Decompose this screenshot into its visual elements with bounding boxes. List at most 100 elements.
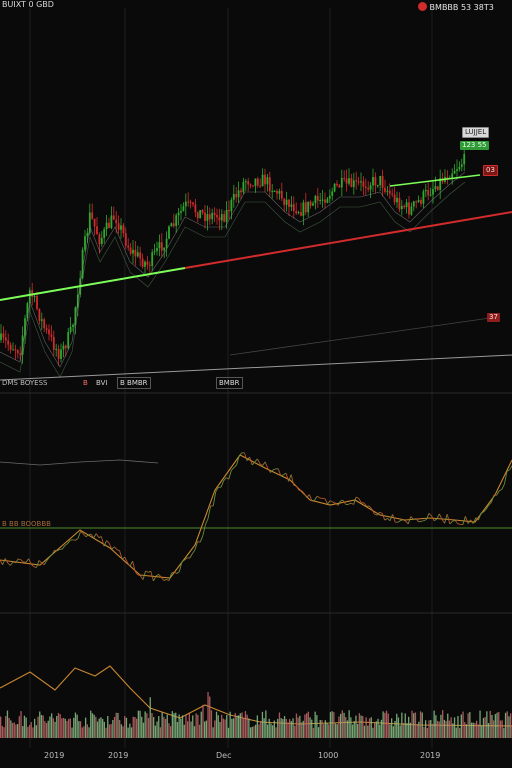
volume-bar bbox=[248, 718, 250, 738]
volume-bar bbox=[119, 720, 121, 738]
candle-body bbox=[16, 350, 19, 354]
candle-body bbox=[132, 249, 134, 254]
indicator-badge-a[interactable]: B bbox=[83, 379, 88, 387]
oscillator-tick bbox=[387, 518, 391, 522]
oscillator-tick bbox=[355, 496, 360, 499]
oscillator-tick bbox=[467, 519, 471, 524]
volume-bar bbox=[51, 713, 53, 738]
volume-bar bbox=[340, 713, 342, 738]
oscillator-tick bbox=[64, 543, 68, 546]
candle-body bbox=[328, 195, 331, 199]
candle-body bbox=[81, 249, 84, 279]
candle-body bbox=[69, 327, 72, 333]
volume-bar bbox=[372, 727, 374, 738]
volume-bar bbox=[486, 711, 488, 738]
volume-bar bbox=[453, 717, 456, 738]
volume-bar bbox=[300, 722, 303, 738]
candle-body bbox=[386, 190, 389, 192]
price-tag-mid-red: 37 bbox=[487, 313, 500, 322]
volume-bar bbox=[49, 716, 51, 738]
oscillator-tick bbox=[238, 452, 243, 457]
oscillator-tick bbox=[88, 533, 92, 536]
volume-bar bbox=[32, 727, 34, 738]
volume-bar bbox=[144, 711, 146, 738]
volume-bar bbox=[176, 722, 179, 738]
volume-bar bbox=[348, 710, 350, 738]
volume-bar bbox=[331, 711, 333, 738]
oscillator-tick bbox=[129, 560, 134, 567]
volume-bar bbox=[445, 720, 447, 738]
oscillator-tick bbox=[272, 468, 276, 471]
symbol-label[interactable]: BUIXT 0 GBD bbox=[2, 0, 54, 9]
volume-bar bbox=[333, 712, 335, 738]
oscillator-label[interactable]: B BB BOOBBB bbox=[2, 520, 51, 528]
candle-body bbox=[458, 166, 461, 170]
volume-bar bbox=[374, 723, 376, 738]
indicator-badge-b[interactable]: BVI bbox=[96, 379, 108, 387]
candle-body bbox=[139, 252, 142, 259]
volume-bar bbox=[231, 718, 233, 738]
volume-bar bbox=[341, 710, 343, 738]
volume-bar bbox=[494, 714, 496, 738]
candle-body bbox=[88, 212, 91, 234]
time-tick: 2019 bbox=[44, 751, 65, 760]
candle-body bbox=[225, 209, 228, 222]
oscillator-tick bbox=[171, 571, 175, 574]
volume-bar bbox=[263, 718, 265, 738]
candle-body bbox=[168, 226, 170, 239]
grid-lines bbox=[0, 8, 512, 748]
candle-body bbox=[292, 204, 295, 211]
volume-bar bbox=[408, 716, 410, 738]
candle-body bbox=[141, 258, 144, 267]
candle-body bbox=[0, 333, 2, 340]
oscillator-panel[interactable] bbox=[0, 452, 512, 582]
volume-bar bbox=[52, 718, 54, 738]
oscillator-tick bbox=[436, 513, 440, 520]
candle-body bbox=[84, 236, 86, 250]
indicator-badge-c[interactable]: B BMBR bbox=[117, 377, 151, 389]
volume-bar bbox=[166, 714, 168, 738]
oscillator-tick bbox=[464, 516, 469, 524]
candle-body bbox=[295, 210, 298, 214]
volume-bar bbox=[18, 716, 20, 738]
candle-body bbox=[67, 332, 70, 349]
volume-bar bbox=[226, 715, 228, 738]
candle-body bbox=[235, 194, 238, 198]
volume-bar bbox=[125, 717, 128, 738]
volume-bar bbox=[161, 712, 163, 738]
oscillator-tick bbox=[95, 533, 100, 538]
oscillator-tick bbox=[374, 513, 378, 516]
indicator-badge-d[interactable]: BMBR bbox=[216, 377, 243, 389]
oscillator-tick bbox=[223, 477, 227, 482]
oscillator-tick bbox=[428, 513, 432, 517]
volume-bar bbox=[323, 724, 325, 738]
volume-bar bbox=[401, 712, 403, 738]
volume-bar bbox=[353, 721, 355, 738]
volume-bar bbox=[289, 719, 291, 738]
candle-body bbox=[410, 206, 413, 215]
oscillator-tick bbox=[220, 480, 225, 488]
candle-body bbox=[208, 214, 211, 220]
volume-bar bbox=[210, 710, 213, 738]
volume-bar bbox=[447, 713, 449, 738]
candle-body bbox=[122, 225, 125, 234]
indicator-label[interactable]: DMS BOYESS bbox=[2, 379, 48, 387]
oscillator-tick bbox=[470, 519, 474, 524]
volume-bar bbox=[493, 720, 495, 738]
volume-bar bbox=[215, 711, 218, 738]
candle-body bbox=[456, 169, 458, 172]
volume-bar bbox=[79, 721, 82, 738]
volume-panel[interactable] bbox=[0, 665, 512, 738]
main-price-panel[interactable] bbox=[0, 145, 512, 381]
volume-bar bbox=[504, 712, 507, 738]
volume-bar bbox=[487, 723, 490, 738]
volume-bar bbox=[460, 714, 462, 738]
volume-bar bbox=[365, 717, 367, 738]
volume-bar bbox=[450, 717, 452, 738]
oscillator-tick bbox=[438, 513, 443, 520]
oscillator-tick bbox=[140, 575, 144, 580]
volume-bar bbox=[418, 721, 420, 738]
candle-body bbox=[242, 181, 245, 193]
candle-body bbox=[144, 261, 146, 267]
